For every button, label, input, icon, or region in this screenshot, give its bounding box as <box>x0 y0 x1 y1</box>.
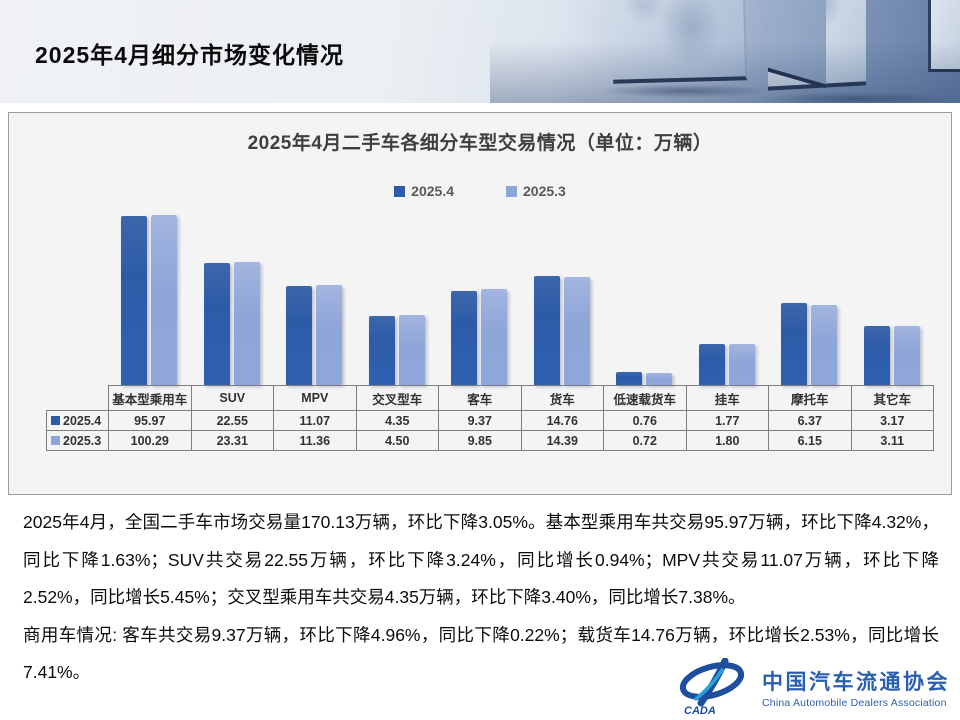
table-col-header: 低速载货车 <box>603 385 687 411</box>
legend-label: 2025.3 <box>523 183 566 199</box>
table-cell: 11.07 <box>273 410 357 431</box>
table-col-header: 交叉型车 <box>355 385 439 411</box>
summary-paragraph-passenger: 2025年4月，全国二手车市场交易量170.13万辆，环比下降3.05%。基本型… <box>23 512 939 607</box>
bar-2025.4-低速载货车 <box>616 372 643 385</box>
bar-2025.4-客车 <box>451 291 478 385</box>
table-col-header: 挂车 <box>685 385 769 411</box>
chart-title: 2025年4月二手车各细分车型交易情况（单位：万辆） <box>247 133 713 154</box>
plot-area <box>9 113 951 385</box>
logo-org-name-en: China Automobile Dealers Association <box>762 696 947 709</box>
table-cell: 1.77 <box>685 410 769 431</box>
bar-2025.3-基本型乘用车 <box>151 215 178 385</box>
page-title: 2025年4月细分市场变化情况 <box>35 42 344 68</box>
table-col-header: MPV <box>273 385 357 411</box>
slide-header: 2025年4月细分市场变化情况 <box>0 0 960 103</box>
bar-2025.3-SUV <box>233 262 260 385</box>
table-cell: 0.76 <box>603 410 687 431</box>
table-cell: 4.50 <box>355 430 439 451</box>
table-col-header: 其它车 <box>850 385 934 411</box>
chart-data-table: 基本型乘用车 SUV MPV 交叉型车 客车 货车 低速载货车 挂车 摩托车 其它车 2025.4 9… <box>46 385 934 451</box>
bar-2025.4-摩托车 <box>781 303 808 385</box>
table-cell: 14.76 <box>520 410 604 431</box>
table-cell: 3.11 <box>850 430 934 451</box>
legend-swatch-series2 <box>506 185 517 197</box>
table-col-header: 客车 <box>438 385 522 411</box>
cada-mark-text: CADA <box>684 705 716 716</box>
chart-panel: 2025年4月二手车各细分车型交易情况（单位：万辆） 2025.4 2025.3… <box>8 112 952 495</box>
summary-text: 2025年4月，全国二手车市场交易量170.13万辆，环比下降3.05%。基本型… <box>23 504 939 692</box>
bar-2025.3-摩托车 <box>811 305 838 385</box>
bar-2025.4-基本型乘用车 <box>121 216 148 385</box>
logo-text: 中国汽车流通协会 China Automobile Dealers Associ… <box>762 666 950 709</box>
logo-org-name-cn: 中国汽车流通协会 <box>762 670 950 694</box>
table-col-header: 摩托车 <box>768 385 852 411</box>
row-swatch-icon <box>51 436 60 445</box>
table-cell: 6.37 <box>768 410 852 431</box>
legend-item-2025-4: 2025.4 <box>394 183 454 199</box>
cube-shadow <box>760 92 950 103</box>
bar-2025.4-SUV <box>203 263 230 385</box>
bar-2025.3-其它车 <box>893 326 920 385</box>
table-row-label: 2025.4 <box>46 410 109 431</box>
table-cell: 23.31 <box>190 430 274 451</box>
header-shade <box>490 0 960 103</box>
table-cell: 14.39 <box>520 430 604 451</box>
bar-2025.4-交叉型车 <box>368 316 395 385</box>
row-swatch-icon <box>51 416 60 425</box>
bar-2025.3-挂车 <box>728 344 755 385</box>
bar-2025.3-低速载货车 <box>646 373 673 385</box>
cada-logo-icon: CADA <box>679 658 745 716</box>
table-col-header: SUV <box>190 385 274 411</box>
table-cell: 95.97 <box>108 410 192 431</box>
table-cell: 0.72 <box>603 430 687 451</box>
table-cell: 9.85 <box>438 430 522 451</box>
table-corner-cell <box>47 386 109 411</box>
bar-2025.4-挂车 <box>698 344 725 385</box>
chart-legend: 2025.4 2025.3 <box>9 183 951 199</box>
table-cell: 22.55 <box>190 410 274 431</box>
table-row-label: 2025.3 <box>46 430 109 451</box>
table-col-header: 货车 <box>520 385 604 411</box>
cada-logo: CADA 中国汽车流通协会 China Automobile Dealers A… <box>674 658 950 716</box>
summary-paragraph-commercial: 商用车情况: 客车共交易9.37万辆，环比下降4.96%，同比下降0.22%；载… <box>23 624 939 683</box>
globe-cube-graphic <box>928 0 960 76</box>
bar-2025.4-MPV <box>286 286 313 385</box>
table-cell: 11.36 <box>273 430 357 451</box>
legend-item-2025-3: 2025.3 <box>506 183 566 199</box>
bar-2025.3-货车 <box>563 277 590 385</box>
bar-2025.4-货车 <box>533 276 560 385</box>
legend-swatch-series1 <box>394 185 406 197</box>
table-cell: 6.15 <box>768 430 852 451</box>
bar-2025.3-交叉型车 <box>398 315 425 385</box>
table-col-header: 基本型乘用车 <box>108 385 192 411</box>
table-cell: 3.17 <box>850 410 934 431</box>
cube-shadow <box>600 84 770 98</box>
table-cell: 4.35 <box>355 410 439 431</box>
bar-2025.4-其它车 <box>863 326 890 385</box>
bar-2025.3-MPV <box>316 285 343 385</box>
bar-2025.3-客车 <box>481 289 508 385</box>
table-cell: 1.80 <box>685 430 769 451</box>
table-cell: 9.37 <box>438 410 522 431</box>
legend-label: 2025.4 <box>411 183 454 199</box>
table-cell: 100.29 <box>108 430 192 451</box>
